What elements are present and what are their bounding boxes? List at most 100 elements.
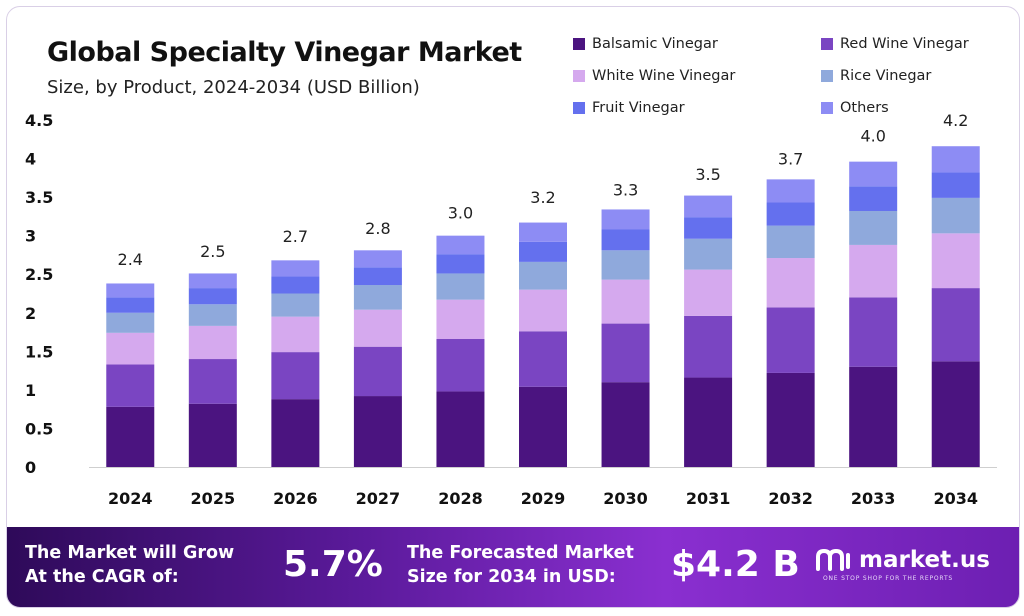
legend-swatch [573,37,585,50]
bar-segment [436,273,485,300]
bar-segment [849,161,898,187]
bar-segment [601,209,650,230]
bar-segment [271,293,320,317]
plot-area: 0 0.5 1 1.5 2 2.5 3 3.5 4 4.5 2.4 2024 2.5 2025 2.7 202… [25,111,997,508]
bar-segment [519,222,567,242]
bar-segment [271,316,320,353]
legend-item: Fruit Vinegar [573,97,821,118]
total-data-label: 2.5 [200,242,225,261]
legend-item: Balsamic Vinegar [573,33,821,54]
total-data-label: 3.2 [530,188,555,207]
forecast-value: $4.2 B [671,544,800,585]
x-tick-label: 2034 [933,489,978,508]
bar-segment [766,179,815,203]
bar-segment [519,241,567,262]
forecast-label: The Forecasted Market Size for 2034 in U… [407,541,634,589]
bar-segment [684,195,733,218]
bar-segment [188,288,237,305]
y-tick-label: 1.5 [25,342,53,361]
bar-segment [766,258,815,308]
bar-segment [188,325,237,360]
total-data-label: 3.3 [613,181,638,200]
bar-segment [188,304,237,326]
bar-segment [931,172,980,198]
y-tick-label: 0 [25,458,36,477]
x-tick-label: 2026 [273,489,318,508]
bar-segment [849,366,898,467]
y-tick-label: 4 [25,150,36,169]
legend-item: Rice Vinegar [821,65,1011,86]
bar-segment [188,273,237,289]
x-tick-label: 2028 [438,489,483,508]
bar-segment [601,229,650,251]
legend-swatch [821,101,833,114]
bar-segment [519,331,567,387]
x-tick-label: 2024 [108,489,153,508]
total-data-label: 3.5 [695,165,720,184]
x-tick-label: 2027 [356,489,401,508]
bar-segment [106,406,155,467]
bar-segment [684,238,733,270]
legend: Balsamic Vinegar Red Wine Vinegar White Wi… [573,33,1013,118]
total-data-label: 2.4 [118,250,143,269]
brand-mark-icon [816,548,850,571]
brand-logo: market.us [815,547,990,573]
bar-segment [931,233,980,289]
bar-segment [766,225,815,259]
bar-segment [436,338,485,392]
bar-segment [353,346,402,397]
bar-segment [684,217,733,239]
bar-segment [601,279,650,324]
bar-segment [436,299,485,339]
bar-segment [106,312,155,333]
y-tick-label: 3.5 [25,188,53,207]
x-tick-label: 2029 [521,489,566,508]
bar-segment [766,372,815,467]
chart-title: Global Specialty Vinegar Market [47,37,522,68]
cagr-label-line1: The Market will Grow [25,543,235,563]
bar-segment [106,283,155,298]
legend-item: White Wine Vinegar [573,65,821,86]
bar-segment [684,315,733,378]
forecast-label-line1: The Forecasted Market [407,543,634,563]
bar-segment [931,288,980,362]
chart-card: Global Specialty Vinegar Market Size, by… [6,6,1020,608]
legend-item: Others [821,97,1011,118]
bar-segment [271,276,320,294]
x-tick-label: 2031 [686,489,731,508]
y-tick-label: 2 [25,304,36,323]
bar-segment [436,391,485,467]
bar-segment [931,361,980,467]
legend-label: White Wine Vinegar [592,67,736,84]
x-tick-label: 2025 [191,489,236,508]
bar-segment [849,210,898,245]
y-tick-label: 1 [25,381,36,400]
total-data-label: 2.7 [283,227,308,246]
bar-segment [849,244,898,298]
bar-segment [931,197,980,234]
bar-segment [601,323,650,383]
bar-segment [684,377,733,467]
legend-label: Red Wine Vinegar [840,35,969,52]
bar-segment [436,235,485,255]
brand-tagline: ONE STOP SHOP FOR THE REPORTS [823,575,954,582]
bar-segment [271,260,320,277]
legend-item: Red Wine Vinegar [821,33,1011,54]
total-data-label: 4.0 [860,127,885,146]
total-data-label: 2.8 [365,219,390,238]
legend-swatch [821,69,833,82]
bar-segment [106,332,155,365]
bar-segment [353,285,402,310]
bar-segment [106,364,155,407]
x-tick-label: 2030 [603,489,648,508]
bar-segment [353,309,402,347]
bar-segment [436,254,485,274]
bar-segment [849,297,898,367]
bar-segment [931,146,980,173]
x-tick-label: 2033 [851,489,896,508]
forecast-label-line2: Size for 2034 in USD: [407,567,616,587]
total-data-label: 4.2 [943,111,968,130]
cagr-label: The Market will Grow At the CAGR of: [25,541,234,589]
chart-subtitle: Size, by Product, 2024-2034 (USD Billion… [47,77,420,98]
y-tick-label: 3 [25,227,36,246]
